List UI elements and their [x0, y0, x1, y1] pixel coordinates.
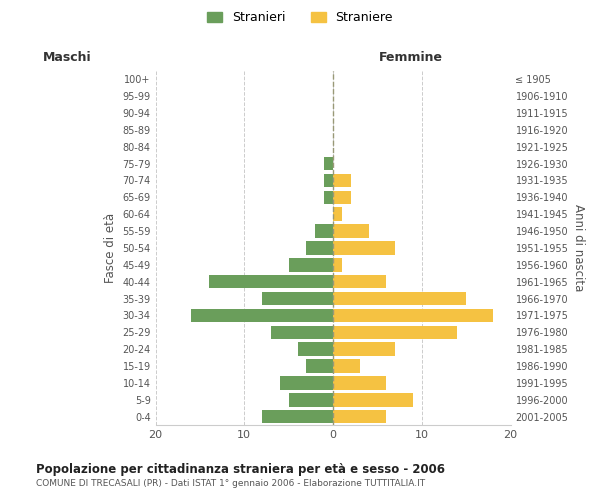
Text: Maschi: Maschi [43, 50, 91, 64]
Bar [333, 275, 386, 288]
Bar [333, 326, 457, 339]
Bar [333, 208, 342, 221]
Bar [333, 190, 351, 204]
Bar [333, 360, 360, 373]
Bar [209, 275, 333, 288]
Bar [333, 308, 493, 322]
Legend: Stranieri, Straniere: Stranieri, Straniere [202, 6, 398, 29]
Bar [333, 292, 466, 306]
Bar [333, 174, 351, 187]
Bar [324, 157, 333, 170]
Bar [262, 410, 333, 424]
Bar [333, 258, 342, 272]
Bar [333, 376, 386, 390]
Bar [316, 224, 333, 238]
Bar [271, 326, 333, 339]
Text: Femmine: Femmine [379, 50, 443, 64]
Bar [307, 360, 333, 373]
Bar [333, 410, 386, 424]
Bar [324, 174, 333, 187]
Bar [307, 241, 333, 254]
Bar [333, 241, 395, 254]
Text: COMUNE DI TRECASALI (PR) - Dati ISTAT 1° gennaio 2006 - Elaborazione TUTTITALIA.: COMUNE DI TRECASALI (PR) - Dati ISTAT 1°… [36, 479, 425, 488]
Bar [262, 292, 333, 306]
Bar [298, 342, 333, 356]
Bar [333, 393, 413, 406]
Bar [324, 190, 333, 204]
Bar [289, 393, 333, 406]
Bar [333, 224, 368, 238]
Text: Popolazione per cittadinanza straniera per età e sesso - 2006: Popolazione per cittadinanza straniera p… [36, 462, 445, 475]
Bar [191, 308, 333, 322]
Bar [333, 342, 395, 356]
Bar [280, 376, 333, 390]
Y-axis label: Fasce di età: Fasce di età [104, 213, 117, 283]
Y-axis label: Anni di nascita: Anni di nascita [572, 204, 585, 292]
Bar [289, 258, 333, 272]
